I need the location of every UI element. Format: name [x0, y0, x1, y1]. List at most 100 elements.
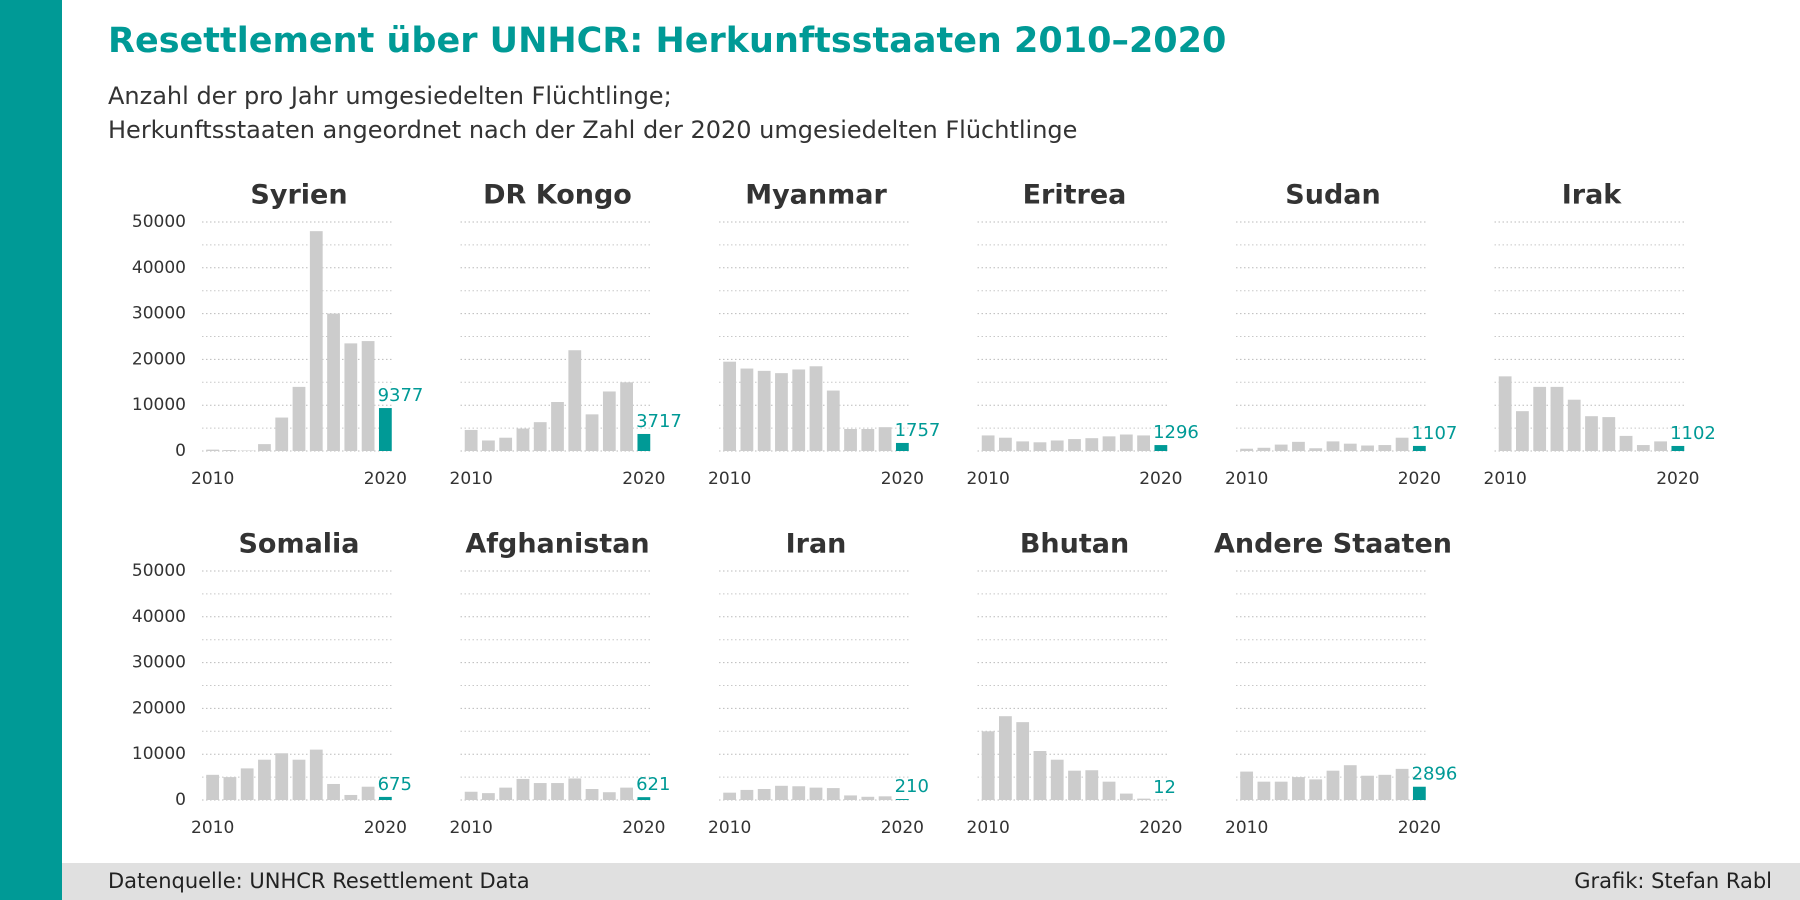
y-tick-label: 30000 — [132, 653, 186, 673]
bar — [999, 437, 1012, 451]
panel-title: Afghanistan — [465, 529, 649, 560]
x-tick-label: 2020 — [364, 818, 407, 838]
bar — [1257, 781, 1271, 800]
x-tick-label: 2020 — [881, 818, 924, 838]
bar — [1274, 781, 1288, 800]
value-label: 1296 — [1153, 422, 1199, 443]
bar — [895, 442, 909, 451]
bar — [878, 796, 892, 800]
bar — [1050, 759, 1064, 800]
bar — [1137, 435, 1150, 451]
bar — [1533, 386, 1547, 451]
subtitle: Anzahl der pro Jahr umgesiedelten Flücht… — [108, 82, 672, 110]
bar — [1016, 722, 1030, 800]
bar — [826, 788, 840, 800]
bar — [1343, 443, 1357, 451]
bar — [568, 778, 582, 800]
bar — [361, 341, 375, 451]
bar — [1085, 438, 1099, 451]
bar — [809, 787, 823, 800]
source: Datenquelle: UNHCR Resettlement Data — [108, 869, 530, 893]
x-tick-label: 2010 — [450, 469, 493, 489]
bar — [1154, 445, 1168, 451]
bar — [1274, 444, 1288, 451]
x-tick-label: 2010 — [1225, 469, 1268, 489]
bar — [516, 428, 530, 451]
bar — [533, 422, 547, 451]
panel-title: Myanmar — [745, 180, 887, 211]
panel-title: Eritrea — [1023, 180, 1127, 211]
y-tick-label: 40000 — [132, 258, 186, 278]
y-tick-label: 0 — [175, 441, 186, 461]
bar — [757, 789, 771, 800]
value-label: 2896 — [1412, 764, 1458, 785]
bar — [551, 783, 564, 800]
bar — [482, 793, 495, 800]
bar — [809, 366, 823, 451]
value-label: 675 — [378, 774, 412, 795]
bar — [327, 783, 340, 800]
bar — [1671, 445, 1685, 451]
value-label: 1757 — [895, 420, 941, 441]
panel-title: Somalia — [238, 529, 359, 560]
bar — [1412, 786, 1426, 800]
x-tick-label: 2010 — [1484, 469, 1527, 489]
bar — [464, 791, 478, 800]
bar — [861, 796, 875, 800]
footer-band — [62, 863, 1800, 900]
y-tick-label: 10000 — [132, 744, 186, 764]
bar — [637, 433, 651, 451]
side-bar — [0, 0, 62, 900]
value-label: 12 — [1153, 777, 1176, 798]
bar — [844, 795, 857, 800]
bar — [1033, 750, 1047, 800]
y-tick-label: 50000 — [132, 561, 186, 581]
bar — [1412, 445, 1426, 451]
bar — [292, 386, 306, 451]
bar — [1343, 765, 1357, 800]
bar — [1654, 441, 1667, 451]
bar — [775, 373, 788, 451]
bar — [1257, 447, 1271, 451]
bar — [826, 390, 840, 451]
bar — [309, 749, 323, 800]
bar — [1395, 768, 1409, 800]
bar — [361, 786, 375, 800]
x-tick-label: 2020 — [1139, 818, 1182, 838]
y-tick-label: 20000 — [132, 349, 186, 369]
bar — [999, 716, 1012, 800]
bar — [240, 768, 254, 800]
bar — [1016, 441, 1030, 451]
bar — [1516, 411, 1529, 451]
bar — [1085, 770, 1099, 800]
bar — [275, 417, 289, 451]
bar — [223, 777, 237, 800]
bar — [723, 792, 737, 800]
bar — [206, 449, 220, 451]
x-tick-label: 2010 — [708, 469, 751, 489]
bar — [723, 361, 737, 451]
bar — [1550, 386, 1564, 451]
bar — [585, 414, 599, 451]
x-tick-label: 2010 — [450, 818, 493, 838]
bar — [792, 369, 806, 451]
bar — [378, 796, 392, 800]
y-tick-label: 50000 — [132, 212, 186, 232]
value-label: 1102 — [1670, 423, 1716, 444]
bar — [620, 382, 633, 451]
x-tick-label: 2010 — [708, 818, 751, 838]
x-tick-label: 2020 — [364, 469, 407, 489]
bar — [757, 370, 771, 451]
bar — [1292, 777, 1305, 800]
subtitle: Herkunftsstaaten angeordnet nach der Zah… — [108, 116, 1077, 144]
x-tick-label: 2020 — [622, 818, 665, 838]
bar — [516, 778, 530, 800]
bar — [1119, 434, 1133, 451]
bar — [499, 787, 513, 800]
bar — [482, 440, 495, 451]
bar — [258, 444, 271, 451]
y-tick-label: 20000 — [132, 698, 186, 718]
bar — [844, 429, 857, 451]
